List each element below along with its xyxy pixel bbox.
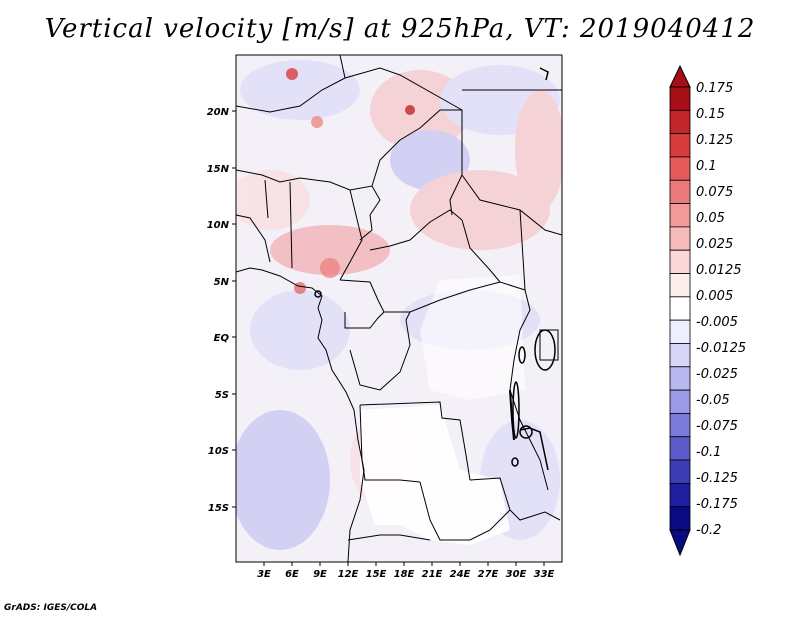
lon-tick: 27E — [478, 562, 499, 580]
lat-tick: 5S — [215, 390, 236, 401]
colorbar-label: -0.1 — [696, 445, 721, 460]
colorbar: 0.175 0.15 0.125 0.1 0.075 0.05 0.025 0.… — [669, 64, 746, 557]
velocity-field — [236, 55, 562, 562]
colorbar-label: 0.15 — [696, 107, 725, 122]
lon-tick-label: 27E — [478, 569, 499, 580]
lon-tick: 12E — [338, 562, 359, 580]
colorbar-top-arrow — [669, 64, 691, 88]
colorbar-label: -0.05 — [696, 393, 730, 408]
lakes — [314, 67, 556, 467]
colorbar-box — [669, 109, 691, 135]
lon-tick: 21E — [422, 562, 443, 580]
colorbar-label: 0.005 — [696, 289, 733, 304]
lon-tick-label: 15E — [366, 569, 387, 580]
lat-tick: 15N — [207, 164, 236, 175]
lat-tick-label: 10S — [208, 446, 229, 457]
lon-tick-label: 24E — [450, 569, 471, 580]
lat-tick: 10S — [208, 446, 236, 457]
lon-tick: 6E — [285, 562, 299, 580]
lat-tick-label: 5N — [214, 277, 230, 288]
lat-tick-label: 20N — [207, 107, 230, 118]
lon-tick: 18E — [394, 562, 415, 580]
colorbar-box — [669, 249, 691, 274]
map-frame — [235, 54, 563, 563]
colorbar-label: 0.1 — [696, 159, 717, 174]
colorbar-label: 0.125 — [696, 133, 733, 148]
lon-tick-label: 6E — [285, 569, 299, 580]
lat-tick-label: 15N — [207, 164, 230, 175]
lon-tick: 30E — [506, 562, 527, 580]
lon-tick: 15E — [366, 562, 387, 580]
country-borders — [236, 55, 562, 562]
lon-tick-label: 12E — [338, 569, 359, 580]
colorbar-box — [669, 133, 691, 158]
colorbar-box — [669, 179, 691, 204]
colorbar-label: -0.125 — [696, 471, 738, 486]
lon-tick-label: 21E — [422, 569, 443, 580]
colorbar-label: 0.025 — [696, 237, 733, 252]
colorbar-label: 0.0125 — [696, 263, 742, 278]
lon-tick: 33E — [534, 562, 555, 580]
lat-tick: 15S — [208, 503, 236, 514]
colorbar-bottom-arrow — [669, 529, 691, 557]
colorbar-box — [669, 226, 691, 251]
colorbar-label: 0.05 — [696, 211, 725, 226]
colorbar-box — [669, 366, 691, 391]
lon-tick-label: 33E — [534, 569, 555, 580]
lon-tick: 3E — [257, 562, 271, 580]
lon-tick: 24E — [450, 562, 471, 580]
colorbar-box — [669, 459, 691, 484]
colorbar-box — [669, 296, 691, 321]
colorbar-box — [669, 506, 691, 531]
colorbar-label: -0.075 — [696, 419, 738, 434]
lat-tick: 5N — [214, 277, 236, 288]
lon-tick-label: 18E — [394, 569, 415, 580]
colorbar-label: 0.175 — [696, 81, 733, 96]
lon-tick-label: 9E — [313, 569, 327, 580]
longitude-axis: 3E 6E 9E 12E 15E 18E 21E 24E — [257, 562, 555, 580]
grads-credit: GrADS: IGES/COLA — [4, 603, 98, 613]
colorbar-boxes — [669, 86, 691, 531]
colorbar-label: 0.075 — [696, 185, 733, 200]
colorbar-box — [669, 319, 691, 344]
colorbar-labels: 0.175 0.15 0.125 0.1 0.075 0.05 0.025 0.… — [696, 81, 746, 538]
lon-tick: 9E — [313, 562, 327, 580]
colorbar-box — [669, 482, 691, 508]
lon-tick-label: 30E — [506, 569, 527, 580]
latitude-axis: 20N 15N 10N 5N EQ 5S 10S 15S — [207, 107, 236, 514]
colorbar-box — [669, 413, 691, 438]
colorbar-box — [669, 273, 691, 298]
colorbar-box — [669, 436, 691, 461]
colorbar-box — [669, 343, 691, 368]
colorbar-label: -0.005 — [696, 315, 738, 330]
lat-tick: 10N — [207, 220, 236, 231]
colorbar-box — [669, 389, 691, 414]
colorbar-box — [669, 203, 691, 228]
map-title: Vertical velocity [m/s] at 925hPa, VT: 2… — [44, 14, 756, 44]
colorbar-label: -0.025 — [696, 367, 738, 382]
colorbar-label: -0.175 — [696, 497, 738, 512]
lon-tick-label: 3E — [257, 569, 271, 580]
lat-tick: EQ — [214, 333, 236, 344]
colorbar-label: -0.2 — [696, 523, 721, 538]
lat-tick-label: 10N — [207, 220, 230, 231]
colorbar-box — [669, 156, 691, 181]
lat-tick: 20N — [207, 107, 236, 118]
colorbar-box — [669, 86, 691, 111]
colorbar-label: -0.0125 — [696, 341, 746, 356]
lat-tick-label: 5S — [215, 390, 229, 401]
lat-tick-label: EQ — [214, 333, 230, 344]
lat-tick-label: 15S — [208, 503, 229, 514]
